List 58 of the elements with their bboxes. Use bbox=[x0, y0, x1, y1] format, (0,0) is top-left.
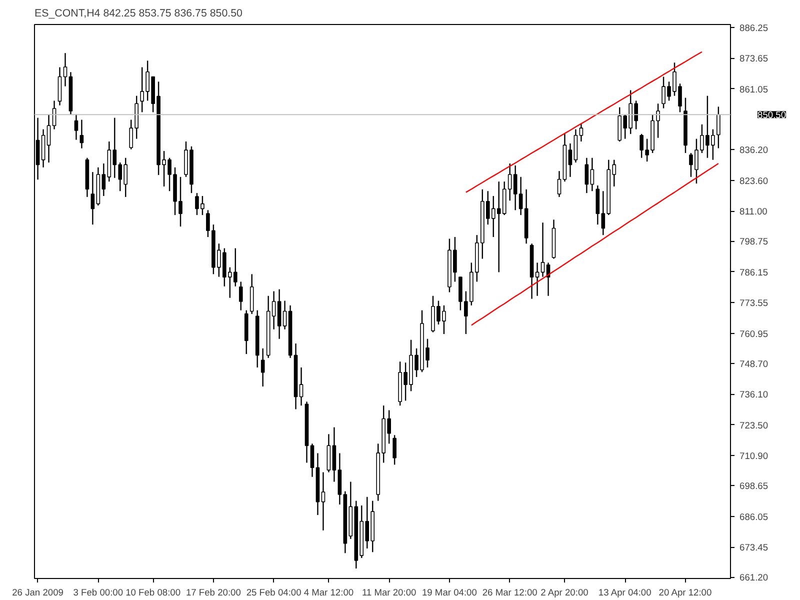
y-tick-label: 760.95 bbox=[740, 328, 768, 339]
y-tick-label: 673.45 bbox=[740, 542, 768, 553]
candlestick bbox=[579, 122, 584, 142]
candlestick bbox=[535, 262, 540, 296]
candlestick bbox=[260, 348, 265, 388]
candlestick bbox=[310, 443, 314, 478]
candlestick bbox=[464, 290, 468, 335]
chart-title: ES_CONT,H4 842.25 853.75 836.75 850.50 bbox=[34, 8, 243, 20]
candlestick bbox=[272, 290, 276, 330]
x-tick-label: 26 Jan 2009 bbox=[12, 588, 64, 598]
y-tick-label: 861.05 bbox=[740, 84, 768, 94]
y-tick-label: 786.15 bbox=[740, 267, 768, 278]
y-tick-label: 748.70 bbox=[740, 358, 768, 369]
candlestick bbox=[392, 434, 396, 466]
ref-line-label: 850.50 bbox=[758, 110, 786, 120]
candlestick bbox=[129, 119, 134, 150]
candlestick bbox=[590, 157, 594, 192]
candlestick bbox=[238, 281, 243, 311]
x-tick-label: 26 Mar 12:00 bbox=[482, 588, 538, 598]
candlestick bbox=[282, 300, 287, 330]
x-tick-label: 3 Feb 00:00 bbox=[73, 588, 124, 598]
y-tick-label: 836.20 bbox=[740, 145, 768, 156]
x-tick-label: 13 Apr 04:00 bbox=[598, 588, 652, 598]
y-tick-label: 811.00 bbox=[740, 206, 768, 217]
candlestick bbox=[46, 114, 51, 164]
x-tick-label: 4 Mar 12:00 bbox=[304, 588, 354, 598]
x-tick-label: 20 Apr 12:00 bbox=[658, 588, 712, 598]
y-tick-label: 798.75 bbox=[740, 236, 768, 247]
y-tick-label: 736.10 bbox=[740, 390, 768, 400]
candlestick bbox=[74, 114, 78, 140]
candlestick bbox=[568, 142, 572, 178]
candlestick bbox=[584, 157, 589, 194]
y-tick-label: 710.90 bbox=[740, 451, 768, 462]
y-tick-label: 661.20 bbox=[740, 572, 768, 583]
y-tick-label: 886.25 bbox=[740, 22, 768, 33]
line-series bbox=[470, 162, 720, 326]
y-tick-label: 723.50 bbox=[740, 420, 768, 430]
candlestick bbox=[518, 176, 523, 216]
candlestick bbox=[540, 222, 545, 278]
candlestick bbox=[321, 472, 326, 531]
y-tick-label: 773.55 bbox=[740, 298, 768, 308]
x-tick-label: 19 Mar 04:00 bbox=[422, 588, 477, 598]
candlestick bbox=[557, 170, 562, 198]
candlestick bbox=[63, 52, 68, 87]
y-tick-label: 823.60 bbox=[740, 176, 768, 186]
x-tick-label: 11 Mar 20:00 bbox=[362, 588, 416, 598]
x-tick-label: 10 Feb 08:00 bbox=[126, 588, 181, 598]
y-tick-label: 698.65 bbox=[740, 481, 768, 492]
candlestick bbox=[716, 106, 720, 149]
x-tick-label: 25 Feb 04:00 bbox=[246, 588, 302, 598]
line-series bbox=[465, 51, 703, 193]
candlestick bbox=[80, 119, 84, 149]
x-tick-label: 17 Feb 20:00 bbox=[186, 588, 241, 598]
y-tick-label: 686.05 bbox=[740, 512, 768, 522]
candlestick bbox=[299, 366, 304, 406]
x-tick-label: 2 Apr 20:00 bbox=[540, 588, 588, 598]
candlestick bbox=[90, 171, 95, 226]
y-tick-label: 873.65 bbox=[740, 54, 768, 64]
